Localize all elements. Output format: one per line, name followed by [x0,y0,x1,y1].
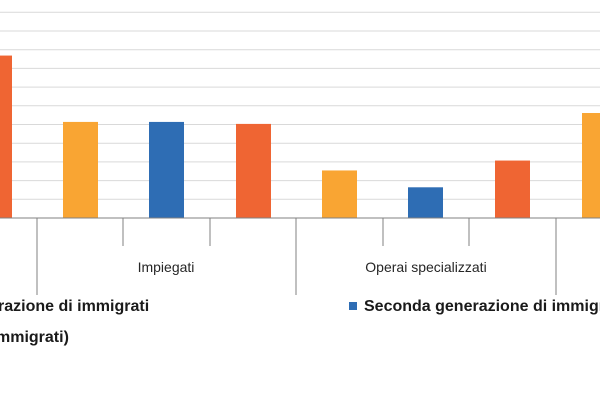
bar [582,113,600,218]
legend-swatch-second-generation [349,302,357,310]
bar [408,187,443,218]
category-label: Operai specializzati [365,259,486,275]
legend-label-second-generation: Seconda generazione di immigrati [364,298,600,315]
bars [0,55,600,218]
gridlines [0,11,600,219]
bar [149,121,184,218]
bar [236,123,271,218]
bar [0,55,12,218]
bar [322,170,357,218]
x-axis [0,217,600,295]
legend-fragment-1: razione di immigrati [0,298,149,315]
category-label: Impiegati [138,259,195,275]
legend: razione di immigrati mmigrati) Seconda g… [0,298,600,346]
category-labels: Impiegati Operai specializzati [138,259,487,275]
bar [495,160,530,218]
legend-fragment-2: mmigrati) [0,329,69,346]
bar [63,121,98,218]
